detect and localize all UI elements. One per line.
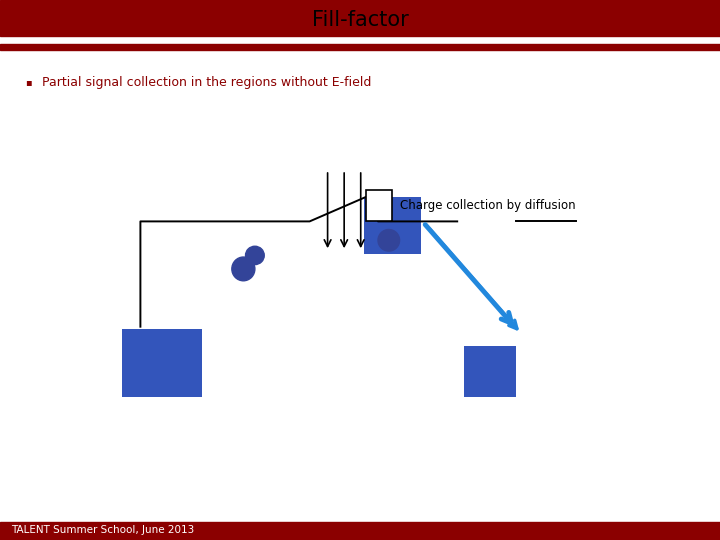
Bar xyxy=(366,190,392,221)
Bar xyxy=(0,44,720,50)
Bar xyxy=(464,346,516,397)
Ellipse shape xyxy=(246,246,264,265)
Text: TALENT Summer School, June 2013: TALENT Summer School, June 2013 xyxy=(11,525,194,535)
Text: ▪: ▪ xyxy=(25,77,32,87)
Ellipse shape xyxy=(232,257,255,281)
Bar xyxy=(0,0,720,36)
Bar xyxy=(122,329,202,397)
Text: Charge collection by diffusion: Charge collection by diffusion xyxy=(400,199,575,212)
Text: Partial signal collection in the regions without E-field: Partial signal collection in the regions… xyxy=(42,76,371,89)
Bar xyxy=(364,197,421,254)
Bar xyxy=(0,522,720,540)
Text: Fill-factor: Fill-factor xyxy=(312,10,408,30)
Ellipse shape xyxy=(378,230,400,251)
